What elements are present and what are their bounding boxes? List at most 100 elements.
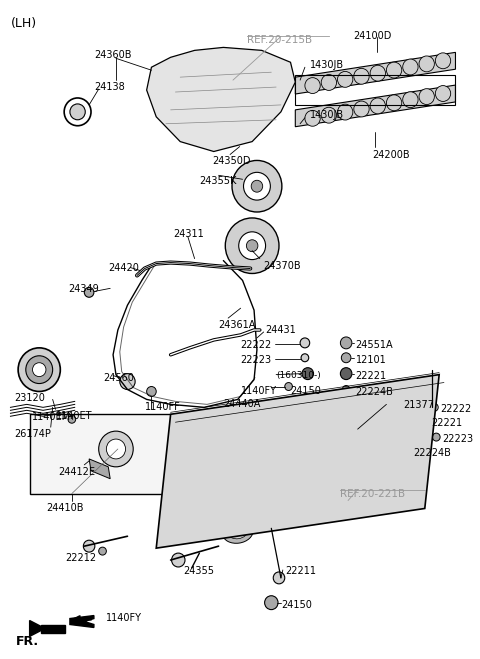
Text: 24311: 24311 <box>173 229 204 239</box>
Circle shape <box>388 397 400 409</box>
Ellipse shape <box>165 498 195 519</box>
Circle shape <box>419 56 434 72</box>
Circle shape <box>278 405 284 411</box>
Polygon shape <box>89 459 110 478</box>
Text: 22223: 22223 <box>240 355 271 365</box>
Text: 24355K: 24355K <box>199 177 237 186</box>
Circle shape <box>300 338 310 348</box>
Circle shape <box>321 74 336 90</box>
Circle shape <box>404 447 411 455</box>
Circle shape <box>370 98 385 114</box>
Text: 22211: 22211 <box>286 566 317 576</box>
Circle shape <box>305 110 320 127</box>
Ellipse shape <box>282 458 309 476</box>
Circle shape <box>301 354 309 362</box>
Circle shape <box>305 78 320 94</box>
Polygon shape <box>70 616 94 627</box>
Circle shape <box>342 386 350 393</box>
Bar <box>30 415 171 494</box>
Text: 24370B: 24370B <box>264 260 301 271</box>
Circle shape <box>435 53 451 69</box>
Circle shape <box>70 104 85 120</box>
Text: 22212: 22212 <box>65 553 96 563</box>
Ellipse shape <box>269 444 322 482</box>
Text: 1140FY: 1140FY <box>107 613 143 623</box>
Circle shape <box>239 232 265 260</box>
Circle shape <box>302 405 308 411</box>
Text: (LH): (LH) <box>11 16 36 30</box>
Text: 24410B: 24410B <box>46 503 84 513</box>
Text: 24150: 24150 <box>281 600 312 610</box>
Text: 22223: 22223 <box>442 434 473 444</box>
Text: 22224B: 22224B <box>413 448 451 458</box>
Text: 24138: 24138 <box>94 82 125 92</box>
Polygon shape <box>295 85 456 127</box>
Circle shape <box>403 92 418 107</box>
Circle shape <box>419 89 434 105</box>
Text: 1430JB: 1430JB <box>310 60 344 71</box>
Circle shape <box>120 374 135 389</box>
Polygon shape <box>156 374 439 548</box>
Ellipse shape <box>194 509 224 531</box>
Circle shape <box>403 59 418 75</box>
Ellipse shape <box>223 521 253 543</box>
Circle shape <box>84 287 94 297</box>
Text: 22222: 22222 <box>240 340 271 350</box>
Ellipse shape <box>200 514 218 527</box>
Circle shape <box>147 387 156 397</box>
Bar <box>295 75 456 105</box>
Text: (160310-): (160310-) <box>276 370 321 380</box>
Ellipse shape <box>186 424 213 442</box>
Circle shape <box>435 86 451 101</box>
Ellipse shape <box>171 502 190 515</box>
Text: 1430JB: 1430JB <box>310 110 344 120</box>
Text: 22222: 22222 <box>440 405 471 415</box>
Circle shape <box>225 218 279 273</box>
Circle shape <box>232 160 282 212</box>
Text: 26174P: 26174P <box>14 429 51 439</box>
Ellipse shape <box>228 526 247 539</box>
Circle shape <box>251 181 263 192</box>
Text: 24355: 24355 <box>183 566 214 576</box>
Circle shape <box>107 439 126 459</box>
Text: 24150: 24150 <box>290 386 322 395</box>
Ellipse shape <box>326 467 360 491</box>
Text: 12101: 12101 <box>356 355 386 365</box>
Text: 24360B: 24360B <box>94 50 132 61</box>
Circle shape <box>354 69 369 84</box>
Polygon shape <box>147 47 295 152</box>
Circle shape <box>273 572 285 584</box>
Text: 23120: 23120 <box>14 393 45 403</box>
Text: 24431: 24431 <box>265 325 296 335</box>
Circle shape <box>302 368 313 380</box>
Ellipse shape <box>330 474 357 492</box>
Circle shape <box>337 104 353 120</box>
Circle shape <box>171 553 185 567</box>
Text: 22221: 22221 <box>432 418 463 428</box>
Polygon shape <box>41 625 65 633</box>
Circle shape <box>431 403 438 411</box>
Text: 22221: 22221 <box>356 370 387 381</box>
Text: 1140EM: 1140EM <box>32 413 71 422</box>
Ellipse shape <box>221 428 274 466</box>
Circle shape <box>386 95 402 111</box>
Text: 24349: 24349 <box>68 285 99 295</box>
Text: 24350D: 24350D <box>212 156 251 167</box>
Text: 21377: 21377 <box>404 401 435 411</box>
Circle shape <box>18 348 60 391</box>
Text: 24412E: 24412E <box>59 467 96 477</box>
Circle shape <box>243 173 270 200</box>
Text: 24200B: 24200B <box>372 150 409 159</box>
Circle shape <box>337 71 353 87</box>
Circle shape <box>264 596 278 610</box>
Circle shape <box>340 337 352 349</box>
Polygon shape <box>30 621 45 637</box>
Text: 24361A: 24361A <box>218 320 256 330</box>
Text: 1140ET: 1140ET <box>56 411 92 421</box>
Ellipse shape <box>234 442 261 460</box>
Ellipse shape <box>278 451 312 475</box>
Polygon shape <box>295 52 456 94</box>
Ellipse shape <box>173 410 226 448</box>
Circle shape <box>246 240 258 252</box>
Text: 24420: 24420 <box>108 262 139 273</box>
